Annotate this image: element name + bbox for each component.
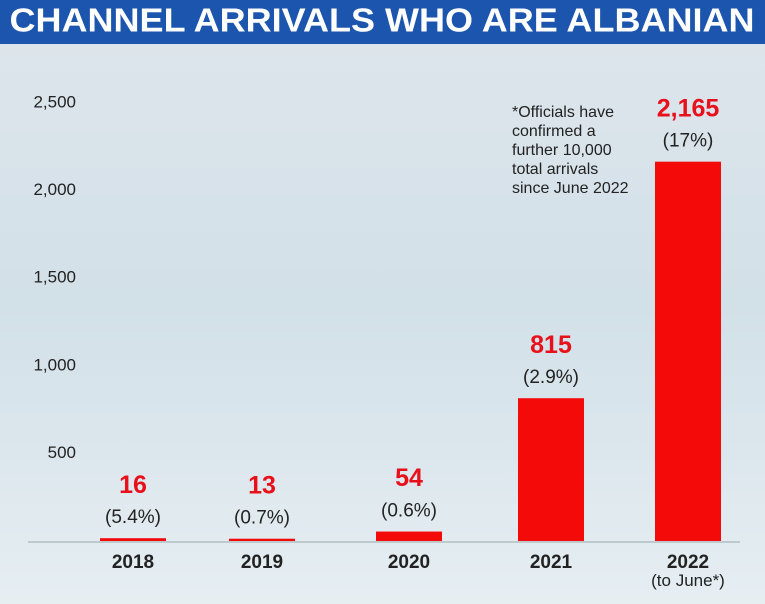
y-tick-label: 2,000 xyxy=(33,180,76,199)
y-tick-label: 2,500 xyxy=(33,92,76,111)
value-label: 54 xyxy=(395,464,423,492)
y-tick-label: 1,500 xyxy=(33,268,76,287)
annotation: total arrivals xyxy=(512,161,598,178)
share-label: (0.7%) xyxy=(234,508,290,529)
title-banner xyxy=(0,0,765,44)
value-label: 16 xyxy=(119,471,147,499)
share-label: (5.4%) xyxy=(105,507,161,528)
bar xyxy=(100,538,166,541)
x-tick-label: 2022 (to June*) xyxy=(651,552,725,590)
annotation: confirmed a xyxy=(512,123,596,140)
bar xyxy=(518,398,584,541)
chart-title: CHANNEL ARRIVALS WHO ARE ALBANIAN xyxy=(10,2,755,39)
x-tick-label: 2020 xyxy=(388,552,430,573)
value-label: 2,165 xyxy=(657,94,720,122)
x-tick-label: 2018 xyxy=(112,552,154,573)
value-label: 13 xyxy=(248,471,276,499)
share-label: (0.6%) xyxy=(381,501,437,522)
bar xyxy=(376,531,442,541)
y-tick-label: 1,000 xyxy=(33,355,76,374)
bar xyxy=(229,538,295,541)
annotation: further 10,000 xyxy=(512,142,612,159)
value-label: 815 xyxy=(530,331,572,359)
share-label: (17%) xyxy=(663,131,714,152)
annotation: since June 2022 xyxy=(512,180,629,197)
bar xyxy=(655,161,721,541)
y-tick-label: 500 xyxy=(48,443,76,462)
x-tick-label: 2021 xyxy=(530,552,573,573)
x-tick-label: 2019 xyxy=(241,552,283,573)
annotation: *Officials have xyxy=(512,104,614,121)
share-label: (2.9%) xyxy=(523,367,579,388)
